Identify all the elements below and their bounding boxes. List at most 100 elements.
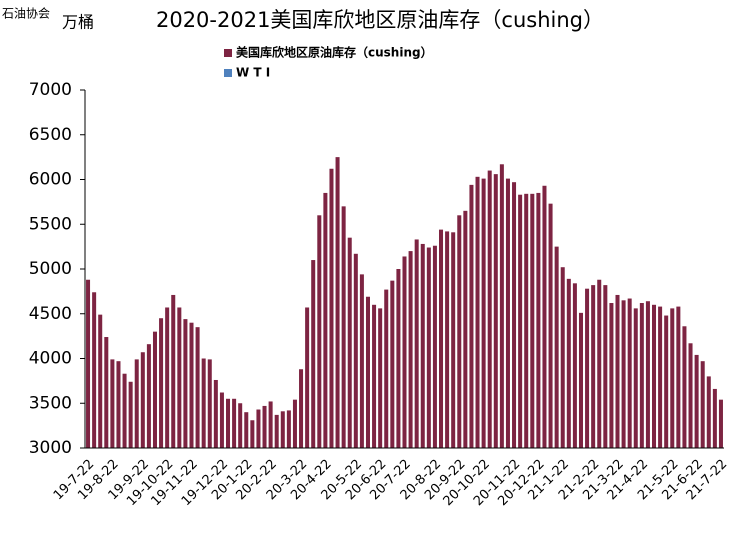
bar: [457, 215, 462, 448]
bar: [670, 308, 675, 448]
bar: [615, 294, 620, 448]
bar: [396, 269, 401, 448]
bar: [560, 267, 565, 448]
bar: [572, 283, 577, 448]
bar: [603, 285, 608, 448]
y-tick-label: 6000: [29, 170, 72, 190]
bar: [378, 308, 383, 448]
bar: [658, 306, 663, 448]
bar: [140, 352, 145, 448]
bar: [213, 379, 218, 448]
bar: [329, 168, 334, 448]
bar: [408, 251, 413, 448]
bar: [159, 318, 164, 448]
bar: [518, 194, 523, 448]
bar: [372, 304, 377, 448]
bar: [104, 337, 109, 448]
bar: [512, 182, 517, 448]
y-tick-label: 3000: [29, 438, 72, 458]
bar: [128, 381, 133, 448]
legend-label: W T I: [236, 66, 270, 80]
bar: [292, 399, 297, 448]
y-tick-label: 4000: [29, 349, 72, 369]
bar: [274, 414, 279, 448]
bar: [676, 306, 681, 448]
bar: [286, 410, 291, 448]
bar: [238, 403, 243, 448]
bar: [195, 327, 200, 448]
bar: [536, 192, 541, 448]
bar: [627, 298, 632, 448]
chart-title: 2020-2021美国库欣地区原油库存（cushing）: [156, 8, 604, 32]
bar: [317, 215, 322, 448]
bar: [432, 245, 437, 448]
bar: [232, 398, 237, 448]
bar: [365, 296, 370, 448]
bar: [591, 285, 596, 448]
bar: [706, 376, 711, 448]
bar: [463, 210, 468, 448]
bar: [146, 344, 151, 448]
bar: [493, 174, 498, 448]
bar: [359, 274, 364, 448]
bar: [92, 292, 97, 448]
bar: [445, 231, 450, 448]
bar: [639, 303, 644, 448]
bar: [86, 279, 91, 448]
bar: [688, 343, 693, 448]
bar: [323, 192, 328, 448]
bar: [250, 420, 255, 448]
bar: [542, 185, 547, 448]
bar: [645, 301, 650, 448]
bar: [718, 399, 723, 448]
bar: [207, 359, 212, 448]
bar: [311, 260, 316, 448]
bar: [110, 359, 115, 448]
bar: [134, 359, 139, 448]
bar: [98, 314, 103, 448]
y-tick-label: 3500: [29, 393, 72, 413]
bar: [664, 315, 669, 448]
bar: [585, 288, 590, 448]
bar: [524, 193, 529, 448]
bar: [280, 411, 285, 448]
bar: [171, 294, 176, 448]
legend-swatch: [224, 69, 232, 77]
bar: [262, 405, 267, 448]
bar: [116, 361, 121, 448]
bar: [353, 253, 358, 448]
bar: [426, 247, 431, 448]
legend-label: 美国库欣地区原油库存（cushing）: [236, 45, 433, 60]
bar: [402, 256, 407, 448]
bar: [475, 176, 480, 448]
bar: [439, 229, 444, 448]
bar: [578, 312, 583, 448]
y-tick-label: 5500: [29, 214, 72, 234]
bar: [347, 237, 352, 448]
bar: [694, 354, 699, 448]
bar: [201, 358, 206, 448]
y-tick-label: 4500: [29, 304, 72, 324]
bar: [487, 170, 492, 449]
bar: [305, 307, 310, 448]
bar: [566, 278, 571, 448]
bar: [682, 326, 687, 448]
bar: [469, 184, 474, 448]
bar: [712, 388, 717, 448]
bar: [299, 369, 304, 448]
bar: [226, 398, 231, 448]
bar: [177, 307, 182, 448]
bar: [554, 246, 559, 448]
bar: [414, 239, 419, 448]
bar: [335, 157, 340, 448]
bar: [183, 319, 188, 448]
bar: [481, 178, 486, 449]
bar: [244, 412, 249, 448]
legend-swatch: [224, 49, 232, 57]
bar: [152, 331, 157, 448]
y-axis-label: 万桶: [62, 13, 94, 32]
bar: [268, 401, 273, 448]
y-tick-label: 5000: [29, 259, 72, 279]
bar: [505, 178, 510, 449]
